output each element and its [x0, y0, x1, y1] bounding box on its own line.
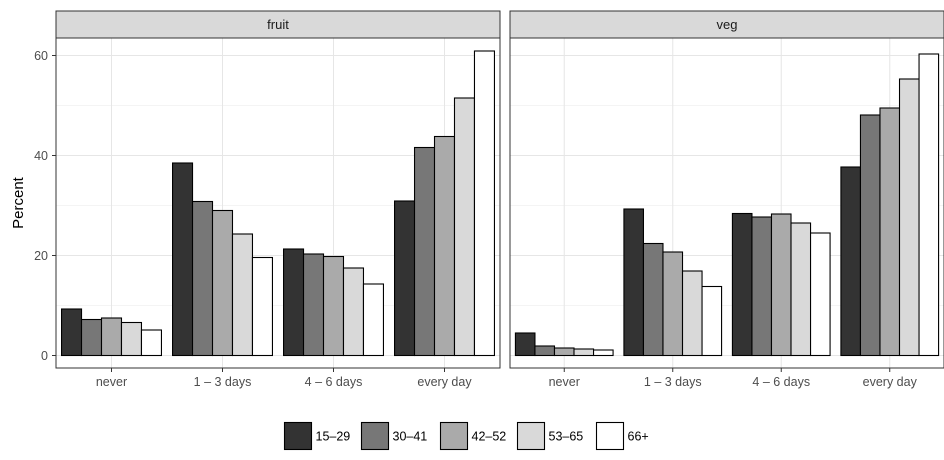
bar-fruit-0-0: [60, 308, 83, 357]
legend-swatch-1: [360, 421, 390, 451]
bar-fruit-1-1: [191, 200, 214, 357]
bar-fruit-2-1: [302, 253, 325, 357]
bar-veg-1-0: [623, 208, 645, 357]
bar-fruit-2-4: [362, 283, 385, 357]
bar-fruit-1-0: [172, 162, 194, 357]
bar-veg-2-4: [809, 232, 831, 357]
bar-fruit-0-2: [100, 317, 123, 357]
legend-swatch-0: [283, 421, 313, 451]
bar-veg-1-3: [681, 270, 703, 357]
bar-veg-3-4: [918, 53, 940, 357]
bar-fruit-3-4: [473, 50, 496, 357]
bar-veg-3-0: [840, 166, 862, 357]
bar-veg-3-3: [898, 78, 920, 357]
y-tick-label: 60: [34, 49, 48, 63]
bar-veg-2-2: [770, 213, 792, 357]
bar-fruit-2-3: [342, 267, 365, 357]
bar-veg-3-2: [879, 107, 901, 357]
x-tick-label: 4 – 6 days: [305, 375, 363, 389]
y-axis-title: Percent: [10, 176, 27, 229]
bar-veg-0-4: [592, 349, 614, 357]
bar-veg-2-1: [751, 216, 773, 357]
legend-label-0: 15–29: [316, 430, 351, 444]
y-tick-label: 0: [41, 349, 48, 363]
bar-fruit-0-4: [140, 329, 163, 357]
legend-swatch-3: [516, 421, 546, 451]
bar-veg-3-1: [859, 114, 881, 357]
bar-fruit-3-2: [433, 135, 456, 357]
bar-veg-0-3: [573, 348, 595, 357]
bar-fruit-3-0: [393, 200, 416, 357]
bar-fruit-1-2: [211, 209, 234, 357]
bar-veg-0-0: [514, 332, 536, 357]
bar-veg-1-2: [662, 251, 684, 357]
bar-veg-0-2: [553, 347, 575, 357]
legend-label-3: 53–65: [549, 430, 584, 444]
x-tick-label: never: [96, 375, 127, 389]
x-tick-label: 1 – 3 days: [194, 375, 252, 389]
bar-fruit-1-4: [251, 256, 274, 357]
bar-fruit-0-1: [80, 318, 103, 357]
legend-label-4: 66+: [628, 430, 649, 444]
facet-label-veg: veg: [717, 17, 738, 32]
bar-veg-0-1: [534, 345, 556, 357]
x-tick-label: every day: [863, 375, 918, 389]
facet-strip-veg: [509, 10, 944, 39]
x-tick-label: never: [549, 375, 580, 389]
x-tick-label: 1 – 3 days: [644, 375, 702, 389]
y-tick-label: 20: [34, 249, 48, 263]
y-tick-label: 40: [34, 149, 48, 163]
bar-fruit-3-3: [453, 97, 476, 357]
bar-veg-2-0: [731, 212, 753, 357]
legend-label-2: 42–52: [472, 430, 507, 444]
legend-swatch-2: [439, 421, 469, 451]
bar-fruit-2-0: [282, 248, 305, 357]
bar-fruit-3-1: [413, 146, 436, 357]
bar-fruit-1-3: [231, 233, 254, 357]
bar-veg-1-4: [701, 285, 723, 357]
bar-veg-1-1: [642, 242, 664, 357]
bar-veg-2-3: [790, 222, 812, 357]
bar-fruit-0-3: [120, 321, 143, 357]
legend-label-1: 30–41: [393, 430, 428, 444]
x-tick-label: 4 – 6 days: [752, 375, 810, 389]
facet-strip-fruit: [55, 10, 501, 39]
bar-fruit-2-2: [322, 255, 345, 357]
x-tick-label: every day: [417, 375, 472, 389]
legend-swatch-4: [595, 421, 625, 451]
facet-label-fruit: fruit: [267, 17, 289, 32]
